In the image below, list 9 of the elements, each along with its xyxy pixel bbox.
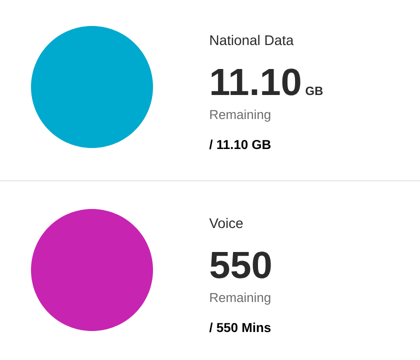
text: / 11.10 GB (209, 140, 271, 150)
text: / 550 Mins (209, 322, 271, 332)
text: 11.10 (212, 68, 300, 96)
text: Voice (209, 218, 243, 228)
text: National Data (210, 34, 294, 46)
text: GB (306, 86, 323, 96)
text: Remaining (210, 110, 270, 122)
text: 550 (210, 252, 271, 278)
text: Remaining (210, 292, 270, 305)
